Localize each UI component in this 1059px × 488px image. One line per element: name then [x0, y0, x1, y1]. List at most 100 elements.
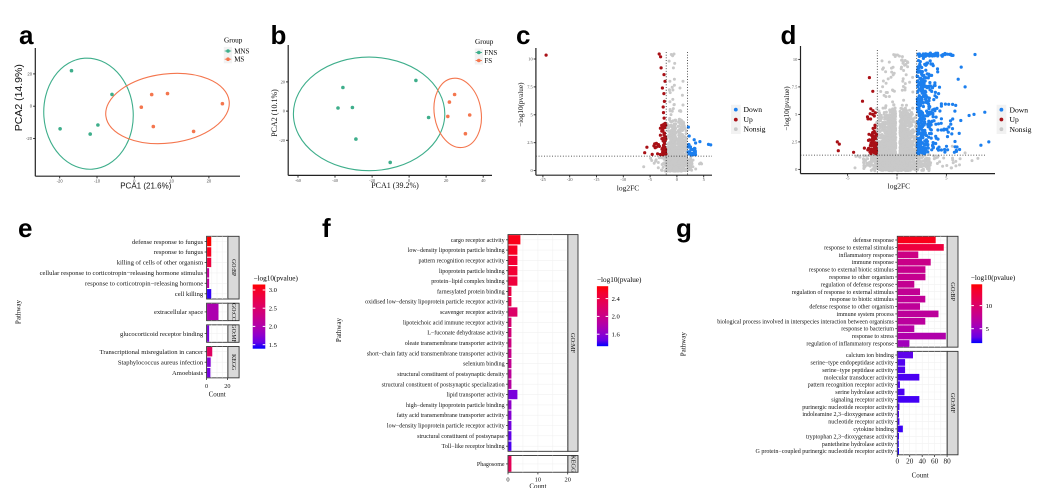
- svg-text:80: 80: [944, 457, 952, 465]
- svg-text:cytokine binding: cytokine binding: [853, 427, 894, 433]
- svg-text:structural constituent of post: structural constituent of postsynapse: [417, 433, 505, 440]
- svg-text:7.5: 7.5: [527, 84, 533, 89]
- svg-text:0: 0: [133, 179, 136, 184]
- svg-text:10: 10: [986, 303, 993, 310]
- svg-text:high−density lipoprotein parti: high−density lipoprotein particle bindin…: [406, 403, 505, 409]
- svg-text:pattern recognition receptor a: pattern recognition receptor activity: [418, 258, 504, 264]
- svg-text:immune response: immune response: [852, 260, 894, 266]
- svg-text:Up: Up: [1010, 115, 1019, 124]
- svg-text:indoleamine 2,3−dioxygenase ac: indoleamine 2,3−dioxygenase activity: [802, 412, 894, 418]
- svg-text:PCA1 (39.2%): PCA1 (39.2%): [371, 181, 419, 190]
- svg-text:lipid transporter activity: lipid transporter activity: [447, 393, 505, 399]
- svg-text:log2FC: log2FC: [888, 182, 911, 191]
- svg-text:Down: Down: [744, 105, 763, 114]
- svg-text:c: c: [516, 20, 530, 50]
- svg-text:G protein−coupled purinergic n: G protein−coupled purinergic nucleotide …: [756, 449, 894, 455]
- svg-text:2.5: 2.5: [527, 140, 533, 145]
- svg-text:log2FC: log2FC: [617, 184, 640, 193]
- svg-text:−log10(pvalue): −log10(pvalue): [783, 86, 791, 131]
- svg-text:20: 20: [281, 79, 286, 84]
- svg-text:40: 40: [481, 178, 486, 183]
- svg-text:GO:MF: GO:MF: [949, 393, 956, 414]
- svg-text:response to external stimulus: response to external stimulus: [824, 245, 894, 251]
- svg-text:-20: -20: [26, 136, 33, 141]
- svg-text:Count: Count: [912, 472, 929, 480]
- svg-text:regulation of defense response: regulation of defense response: [821, 281, 894, 288]
- svg-text:20: 20: [906, 457, 914, 465]
- svg-text:oxidised low−density lipoprote: oxidised low−density lipoprotein particl…: [365, 300, 505, 306]
- svg-text:selenium binding: selenium binding: [463, 362, 505, 368]
- svg-text:low−density lipoprotein partic: low−density lipoprotein particle recepto…: [387, 424, 505, 430]
- svg-text:Nonsig: Nonsig: [1010, 125, 1032, 134]
- svg-text:serine−type peptidase activity: serine−type peptidase activity: [822, 368, 894, 374]
- svg-text:5: 5: [530, 112, 533, 117]
- svg-text:Pathway: Pathway: [680, 332, 688, 357]
- svg-text:0: 0: [506, 476, 509, 483]
- svg-text:7.5: 7.5: [792, 84, 798, 89]
- svg-text:GO:MF: GO:MF: [569, 333, 576, 354]
- svg-text:Count: Count: [529, 483, 546, 488]
- svg-text:-15: -15: [594, 177, 601, 182]
- svg-text:d: d: [781, 20, 797, 50]
- svg-text:Count: Count: [209, 390, 226, 398]
- svg-text:MNS: MNS: [234, 47, 249, 55]
- svg-text:immune system process: immune system process: [837, 312, 895, 318]
- svg-text:GO:BP: GO:BP: [230, 259, 236, 276]
- svg-text:response to other organism: response to other organism: [829, 275, 894, 281]
- svg-text:-25: -25: [540, 177, 547, 182]
- svg-text:FNS: FNS: [484, 49, 497, 57]
- svg-text:Group: Group: [475, 38, 494, 46]
- svg-text:biological process involved in: biological process involved in interspec…: [717, 319, 894, 325]
- svg-text:0: 0: [896, 457, 900, 465]
- svg-text:nucleotide receptor activity: nucleotide receptor activity: [828, 420, 894, 426]
- svg-text:10: 10: [528, 57, 533, 62]
- svg-text:-10: -10: [94, 179, 101, 184]
- svg-text:Group: Group: [224, 37, 243, 45]
- svg-text:defense response: defense response: [853, 237, 894, 244]
- svg-text:e: e: [18, 213, 32, 243]
- svg-text:-5: -5: [846, 176, 850, 181]
- svg-text:pattern recognition receptor a: pattern recognition receptor activity: [808, 383, 894, 389]
- svg-text:response to external biotic st: response to external biotic stimulus: [809, 268, 895, 274]
- svg-text:-20: -20: [279, 138, 286, 143]
- svg-text:pantetheine hydrolase activity: pantetheine hydrolase activity: [822, 442, 894, 448]
- svg-text:Transcriptional misregulation: Transcriptional misregulation in cancer: [100, 349, 204, 356]
- svg-text:Pathway: Pathway: [335, 317, 343, 342]
- svg-text:10: 10: [169, 179, 174, 184]
- svg-text:Down: Down: [1010, 105, 1029, 114]
- svg-text:GO:CC: GO:CC: [230, 303, 236, 321]
- svg-text:10: 10: [793, 57, 798, 62]
- svg-text:1.5: 1.5: [269, 342, 278, 349]
- svg-text:response to stress: response to stress: [852, 334, 895, 340]
- svg-text:0: 0: [896, 176, 899, 181]
- svg-text:farnesylated protein binding: farnesylated protein binding: [437, 288, 505, 295]
- svg-text:response to bacterium: response to bacterium: [841, 327, 894, 333]
- svg-text:20: 20: [444, 178, 449, 183]
- svg-text:Staphylococcus aureus infectio: Staphylococcus aureus infection: [118, 359, 204, 366]
- svg-text:response to biotic stimulus: response to biotic stimulus: [830, 297, 895, 303]
- svg-text:Toll−like receptor binding: Toll−like receptor binding: [442, 444, 505, 450]
- svg-text:20: 20: [565, 476, 571, 483]
- svg-text:regulation of inflammatory res: regulation of inflammatory response: [806, 341, 894, 348]
- svg-text:2.5: 2.5: [792, 139, 798, 144]
- svg-text:inflammatory response: inflammatory response: [839, 252, 894, 259]
- svg-text:low−density lipoprotein partic: low−density lipoprotein particle binding: [408, 248, 505, 254]
- svg-text:killing of cells of other orga: killing of cells of other organism: [117, 260, 204, 267]
- svg-text:molecular transducer activity: molecular transducer activity: [824, 375, 894, 381]
- svg-text:serine−type endopeptidase acti: serine−type endopeptidase activity: [811, 361, 894, 367]
- svg-text:oleate transmembrane transport: oleate transmembrane transporter activit…: [405, 341, 505, 347]
- svg-text:KEGG: KEGG: [569, 455, 576, 473]
- svg-text:0: 0: [530, 168, 533, 173]
- svg-text:0: 0: [408, 178, 411, 183]
- svg-text:PCA2 (10.1%): PCA2 (10.1%): [270, 89, 279, 137]
- svg-text:GO:MF: GO:MF: [230, 324, 236, 343]
- svg-text:2.5: 2.5: [269, 305, 278, 312]
- svg-text:tryptophan 2,3−dioxygenase act: tryptophan 2,3−dioxygenase activity: [806, 434, 894, 440]
- svg-text:scavenger receptor activity: scavenger receptor activity: [440, 310, 505, 316]
- svg-text:glucocorticoid receptor bindin: glucocorticoid receptor binding: [120, 331, 204, 338]
- svg-text:3.0: 3.0: [269, 287, 278, 294]
- svg-text:0: 0: [676, 177, 679, 182]
- svg-text:PCA1 (21.6%): PCA1 (21.6%): [120, 182, 171, 191]
- svg-text:20: 20: [224, 383, 230, 390]
- svg-text:-5: -5: [648, 177, 652, 182]
